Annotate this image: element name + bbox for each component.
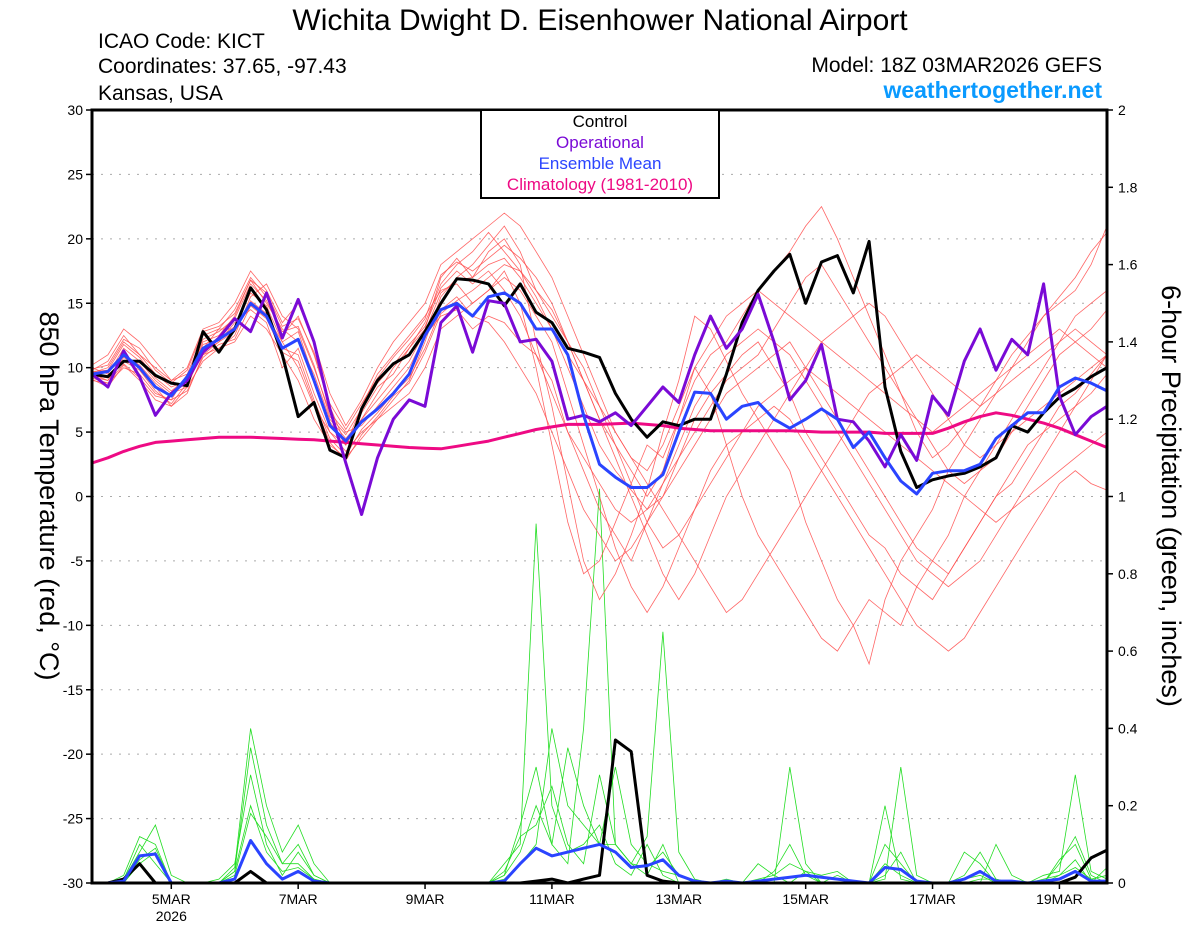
y-tick-label: 30 [67,102,83,118]
y-axis-left-label: 850 hPa Temperature (red, °C) [34,312,64,681]
y-tick-label: 0 [75,489,83,505]
temp-member-line [91,212,1108,472]
y-axis-right: 2 1.8 1.6 1.4 1.2 1 0.8 0.6 0.4 0.2 0 [1107,102,1138,891]
region: Kansas, USA [98,82,223,105]
site-link[interactable]: weathertogether.net [882,77,1102,103]
y-tick-label: -30 [63,875,83,891]
x-tick-label: 15MAR [782,891,829,907]
temp-member-line [91,296,1108,588]
y-tick-label: 10 [67,360,83,376]
precip-member-line [92,488,1108,884]
y-tick-label: -20 [63,746,83,762]
temp-member-line [91,231,1108,575]
ensemble-mean-temp-line [91,291,1108,496]
operational-temp-line [91,282,1108,516]
precip-members [92,488,1108,884]
x-tick-label: 5MAR [152,891,191,907]
legend-ensemble-mean: Ensemble Mean [539,154,662,173]
y2-tick-label: 2 [1118,102,1126,118]
x-tick-label: 7MAR [279,891,318,907]
y-tick-label: 20 [67,231,83,247]
temp-member-line [91,264,1108,523]
temp-member-line [91,276,1108,652]
precip-member-line [92,523,1108,884]
model-run: Model: 18Z 03MAR2026 GEFS [811,54,1102,77]
y-tick-label: -25 [63,811,83,827]
y-tick-label: -5 [71,553,84,569]
chart-title: Wichita Dwight D. Eisenhower National Ai… [292,4,908,37]
legend-climatology: Climatology (1981-2010) [507,175,693,194]
y-axis-left: 30 25 20 15 10 5 0 -5 -10 -15 -20 -25 -30 [63,102,92,891]
y2-tick-label: 0.8 [1118,566,1138,582]
y2-tick-label: 1.8 [1118,179,1138,195]
coordinates: Coordinates: 37.65, -97.43 [98,55,347,78]
y-tick-label: 25 [67,166,83,182]
y-tick-label: 15 [67,295,83,311]
temp-member-line [91,283,1108,601]
temp-member-line [91,205,1108,498]
y-tick-label: -15 [63,682,83,698]
legend-operational: Operational [556,133,644,152]
y2-tick-label: 0.2 [1118,798,1138,814]
icao-code: ICAO Code: KICT [98,30,265,53]
legend-box [480,109,720,199]
x-tick-label: 13MAR [655,891,702,907]
temp-members [91,205,1108,666]
y2-tick-label: 1 [1118,489,1126,505]
y-tick-label: -10 [63,617,83,633]
climatology-line [91,411,1108,465]
control-temp-line [91,239,1108,489]
x-tick-label: 19MAR [1036,891,1083,907]
x-tick-label: 11MAR [529,891,575,907]
x-tick-year-label: 2026 [156,908,187,924]
y2-tick-label: 0.4 [1118,720,1138,736]
y-tick-label: 5 [75,424,83,440]
y2-tick-label: 0.6 [1118,643,1138,659]
y2-tick-label: 1.2 [1118,411,1138,427]
legend: Control Operational Ensemble Mean Climat… [480,109,720,199]
legend-control: Control [573,112,628,131]
y2-tick-label: 1.4 [1118,334,1138,350]
x-tick-label: 17MAR [909,891,956,907]
y-axis-right-label: 6-hour Precipitation (green, inches) [1156,285,1186,707]
y2-tick-label: 1.6 [1118,257,1138,273]
x-tick-label: 9MAR [406,891,445,907]
y2-tick-label: 0 [1118,875,1126,891]
